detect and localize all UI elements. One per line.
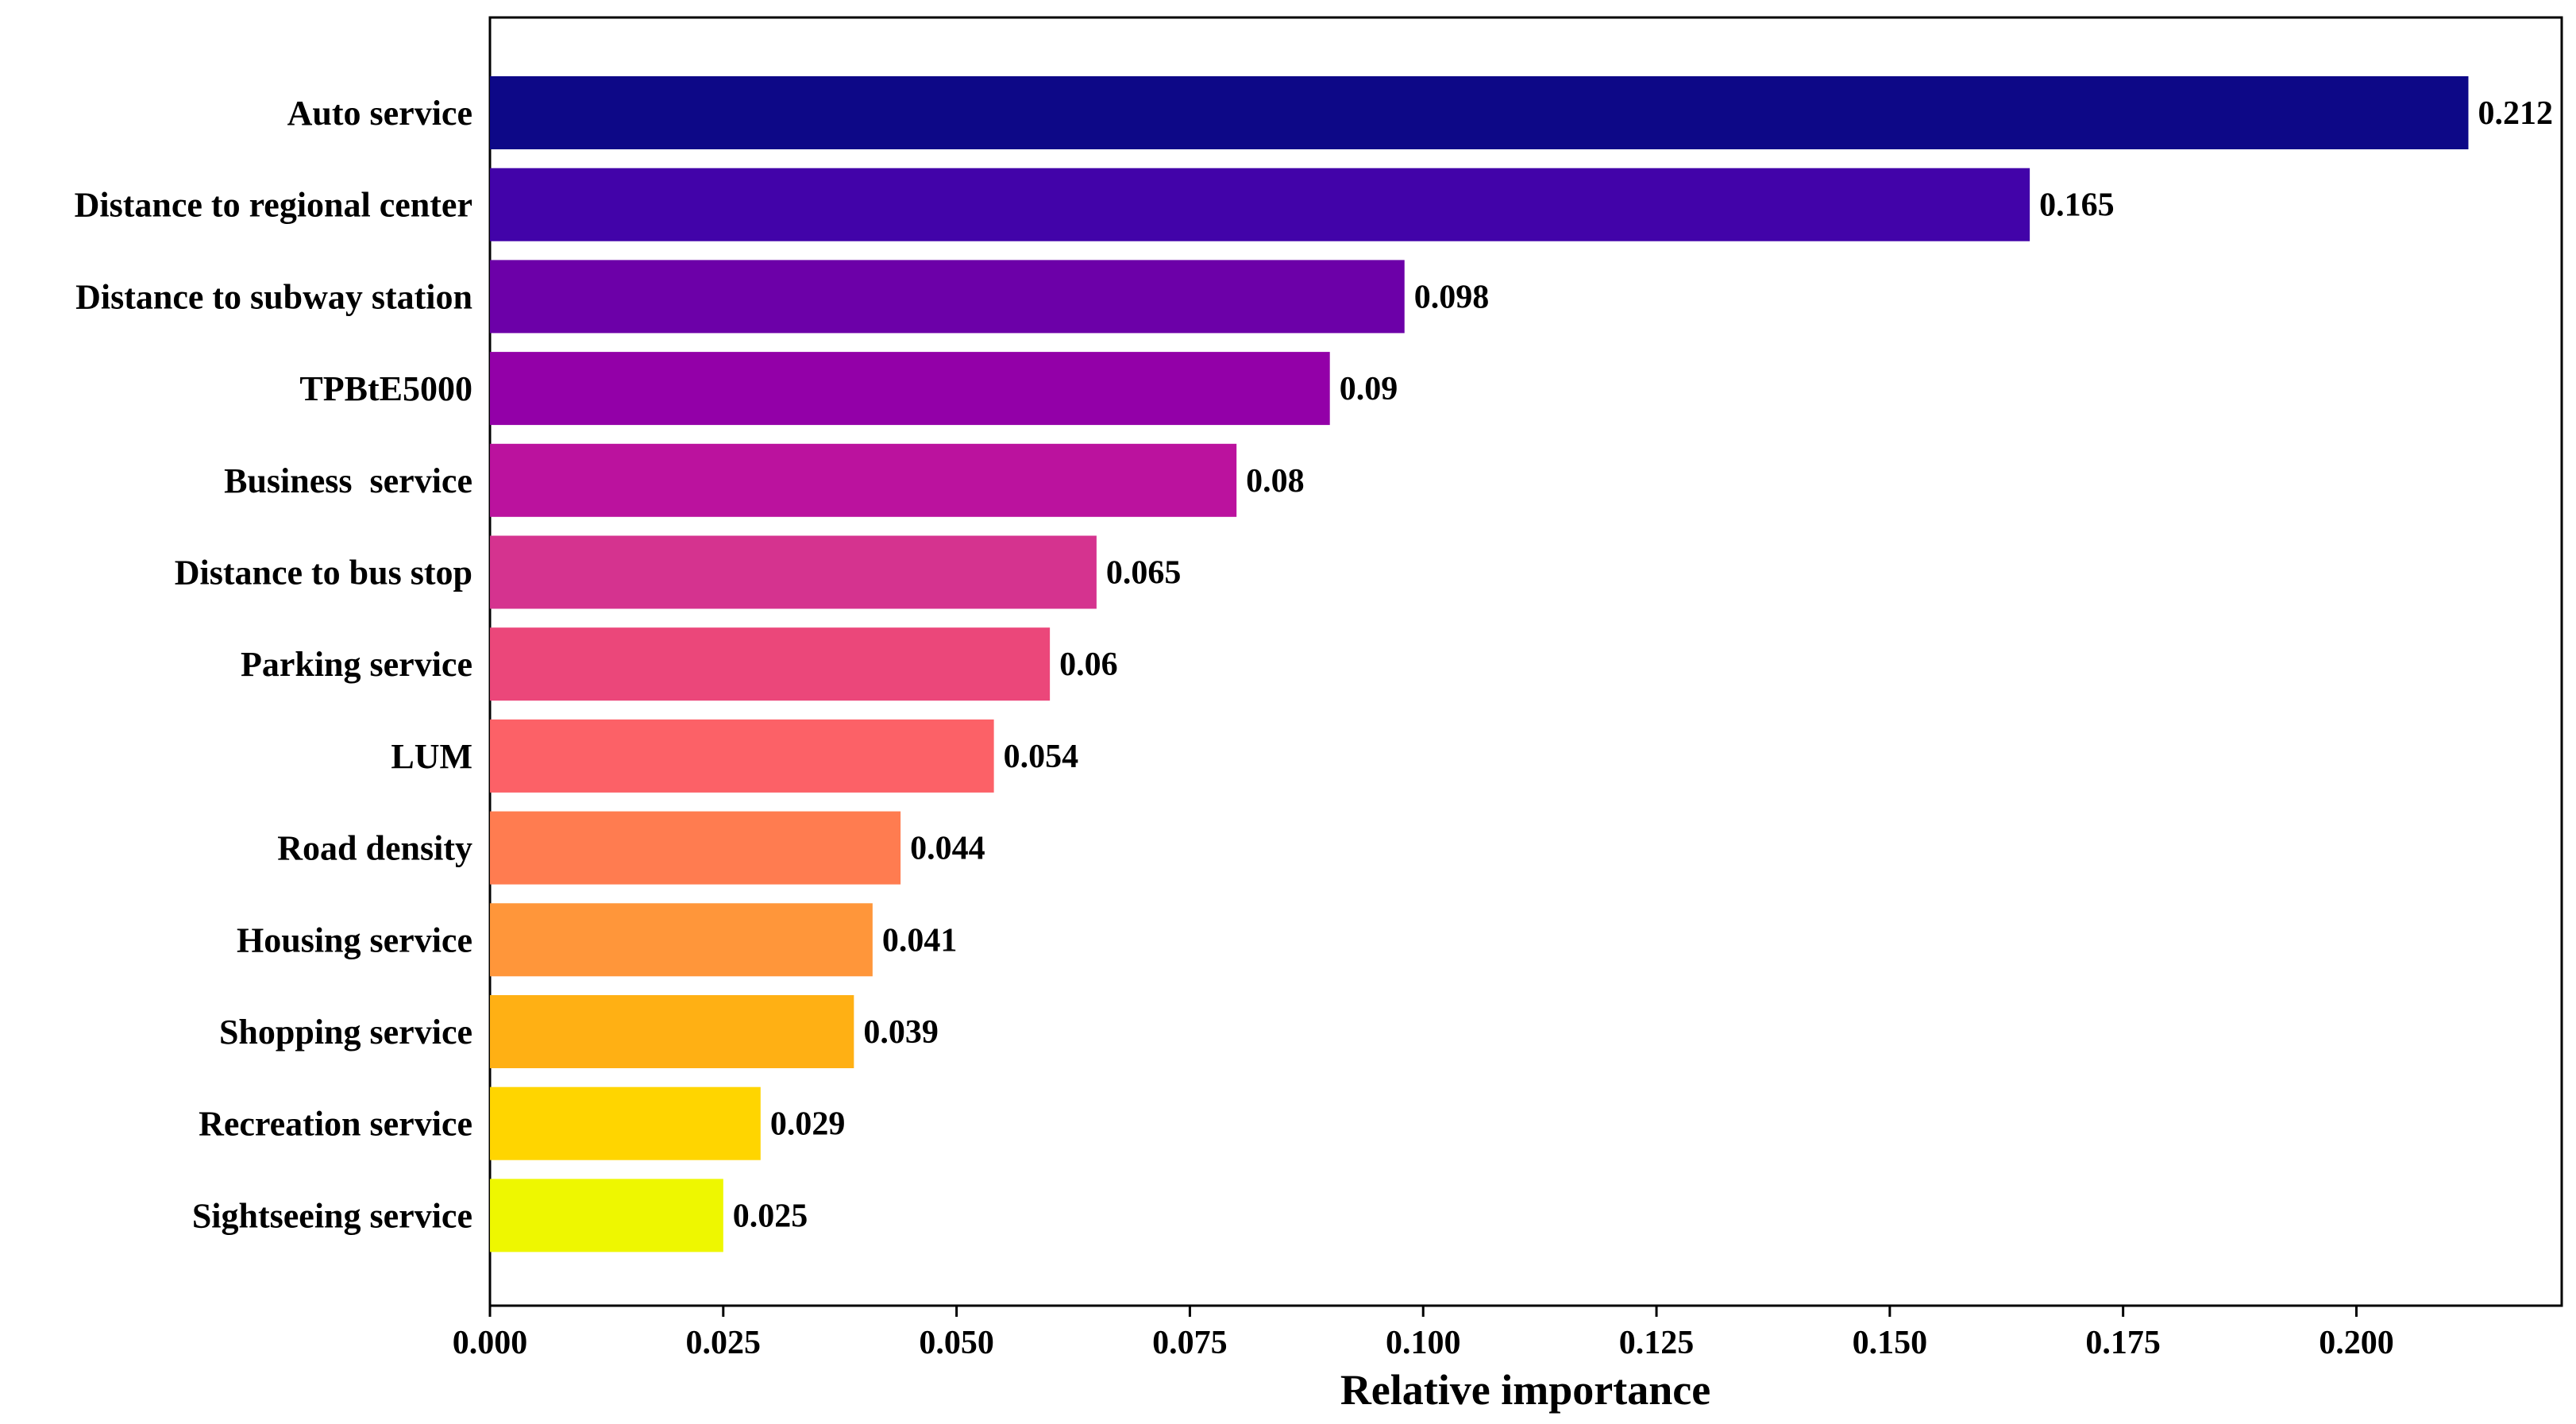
- bar: [490, 903, 873, 977]
- x-tick-label: 0.000: [453, 1325, 528, 1361]
- category-label: Distance to bus stop: [175, 554, 472, 592]
- bar: [490, 76, 2469, 149]
- value-label: 0.041: [882, 922, 958, 959]
- category-label: TPBtE5000: [299, 369, 472, 408]
- value-label: 0.039: [863, 1014, 939, 1051]
- category-label: LUM: [391, 737, 472, 776]
- bar: [490, 1086, 761, 1160]
- category-label: Auto service: [287, 94, 472, 133]
- bar: [490, 1179, 723, 1252]
- x-tick-label: 0.075: [1152, 1325, 1228, 1361]
- category-label: Housing service: [237, 920, 472, 959]
- category-label: Parking service: [241, 645, 472, 684]
- category-label: Distance to subway station: [75, 277, 472, 316]
- bar: [490, 995, 854, 1068]
- value-label: 0.065: [1106, 555, 1182, 592]
- category-label: Shopping service: [219, 1013, 472, 1052]
- bar: [490, 260, 1405, 334]
- bar: [490, 352, 1330, 426]
- value-label: 0.098: [1414, 279, 1490, 315]
- bar: [490, 168, 2030, 241]
- x-tick-label: 0.125: [1619, 1325, 1695, 1361]
- x-tick-label: 0.050: [919, 1325, 994, 1361]
- value-label: 0.212: [2478, 95, 2553, 132]
- value-label: 0.09: [1340, 371, 1398, 407]
- category-label: Recreation service: [199, 1105, 472, 1144]
- value-label: 0.054: [1004, 739, 1079, 775]
- x-tick-label: 0.100: [1386, 1325, 1461, 1361]
- x-axis-title: Relative importance: [1340, 1366, 1710, 1414]
- category-labels: Auto service Distance to regional center D…: [75, 94, 472, 1235]
- value-labels: 0.212 0.165 0.098 0.09 0.08 0.065 0.06 0.054 0.0…: [733, 95, 2553, 1234]
- category-label: Distance to regional center: [75, 186, 472, 225]
- x-tick-label: 0.150: [1853, 1325, 1928, 1361]
- category-label: Sightseeing service: [192, 1196, 472, 1235]
- value-label: 0.165: [2039, 187, 2115, 224]
- category-label: Business service: [224, 461, 472, 500]
- value-label: 0.06: [1059, 646, 1118, 683]
- bar: [490, 811, 901, 885]
- bar: [490, 627, 1051, 701]
- value-label: 0.08: [1246, 463, 1305, 500]
- x-tick-label: 0.025: [686, 1325, 762, 1361]
- x-axis-ticks: 0.000 0.025 0.050 0.075 0.100 0.125 0.150 0.175…: [453, 1306, 2394, 1361]
- x-tick-label: 0.200: [2319, 1325, 2394, 1361]
- bar: [490, 535, 1097, 609]
- bar: [490, 443, 1237, 517]
- x-tick-label: 0.175: [2085, 1325, 2161, 1361]
- bars-group: [490, 76, 2469, 1252]
- value-label: 0.029: [770, 1106, 846, 1143]
- category-label: Road density: [277, 829, 472, 868]
- value-label: 0.025: [733, 1198, 808, 1234]
- value-label: 0.044: [910, 831, 985, 867]
- bar: [490, 719, 994, 793]
